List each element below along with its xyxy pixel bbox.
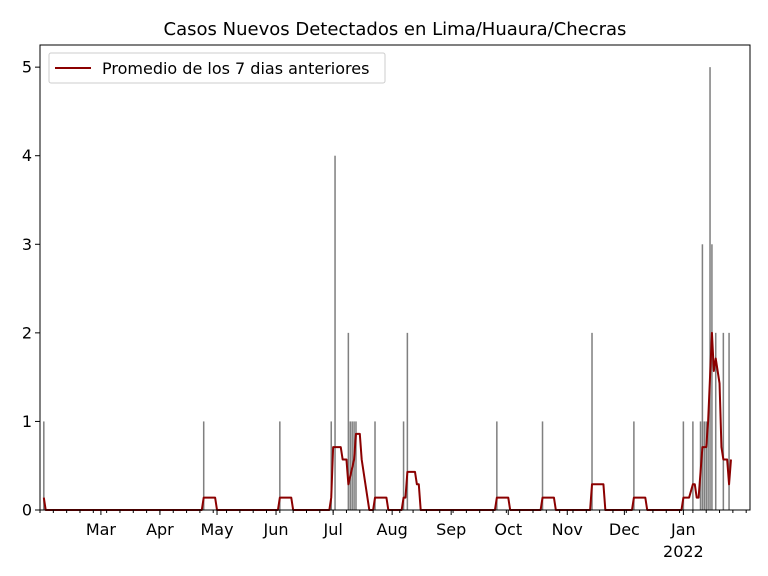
bar-1 xyxy=(202,421,205,510)
bars-layer xyxy=(43,67,730,511)
bar-18 xyxy=(692,421,694,510)
y-tick-label-3: 3 xyxy=(22,235,32,254)
bar-14 xyxy=(541,421,544,510)
x-tick-label-2: May xyxy=(200,520,233,539)
legend: Promedio de los 7 dias anteriores xyxy=(48,52,386,84)
y-tick-label-5: 5 xyxy=(22,58,32,77)
chart-title: Casos Nuevos Detectados en Lima/Huaura/C… xyxy=(164,19,627,40)
x-tick-label-8: Nov xyxy=(552,520,583,539)
bar-13 xyxy=(496,421,498,510)
bar-22 xyxy=(705,421,707,510)
bar-9 xyxy=(355,421,357,510)
bar-25 xyxy=(711,244,713,511)
bar-4 xyxy=(334,155,336,510)
y-axis: 0 1 2 3 4 5 xyxy=(22,58,40,520)
bar-21 xyxy=(703,421,706,510)
bar-0 xyxy=(43,421,45,510)
y-tick-label-1: 1 xyxy=(22,412,32,431)
bar-20 xyxy=(701,244,704,511)
bar-3 xyxy=(330,421,332,510)
plot-frame xyxy=(39,44,751,511)
bar-16 xyxy=(633,421,635,510)
bar-11 xyxy=(402,421,405,510)
y-tick-label-0: 0 xyxy=(22,501,32,520)
bar-17 xyxy=(682,421,685,510)
legend-label: Promedio de los 7 dias anteriores xyxy=(102,59,369,78)
bar-24 xyxy=(709,67,711,510)
bar-8 xyxy=(353,421,355,510)
bar-12 xyxy=(406,332,409,510)
bar-5 xyxy=(347,332,350,510)
x-tick-label-10: Jan xyxy=(670,520,696,539)
bar-23 xyxy=(707,421,709,510)
bar-26 xyxy=(714,332,717,510)
x-tick-label-6: Sep xyxy=(436,520,466,539)
bar-27 xyxy=(722,332,725,510)
plot-area xyxy=(39,44,751,511)
x-tick-label-7: Oct xyxy=(494,520,522,539)
bar-28 xyxy=(728,332,730,510)
x-tick-label-4: Jul xyxy=(322,520,342,539)
y-tick-label-4: 4 xyxy=(22,146,32,165)
x-axis: Mar Apr May Jun Jul Aug Sep Oct Nov Dec Jan 2022 xyxy=(39,510,747,561)
x-tick-label-5: Aug xyxy=(377,520,408,539)
bar-15 xyxy=(591,332,593,510)
x-tick-sublabel-10: 2022 xyxy=(663,542,704,561)
x-tick-label-3: Jun xyxy=(263,520,289,539)
legend-box xyxy=(48,52,386,84)
y-tick-label-2: 2 xyxy=(22,323,32,342)
bar-2 xyxy=(279,421,281,510)
x-tick-label-0: Mar xyxy=(86,520,117,539)
x-tick-label-9: Dec xyxy=(609,520,640,539)
x-tick-label-1: Apr xyxy=(146,520,174,539)
bar-6 xyxy=(349,421,352,510)
bar-10 xyxy=(374,421,376,510)
